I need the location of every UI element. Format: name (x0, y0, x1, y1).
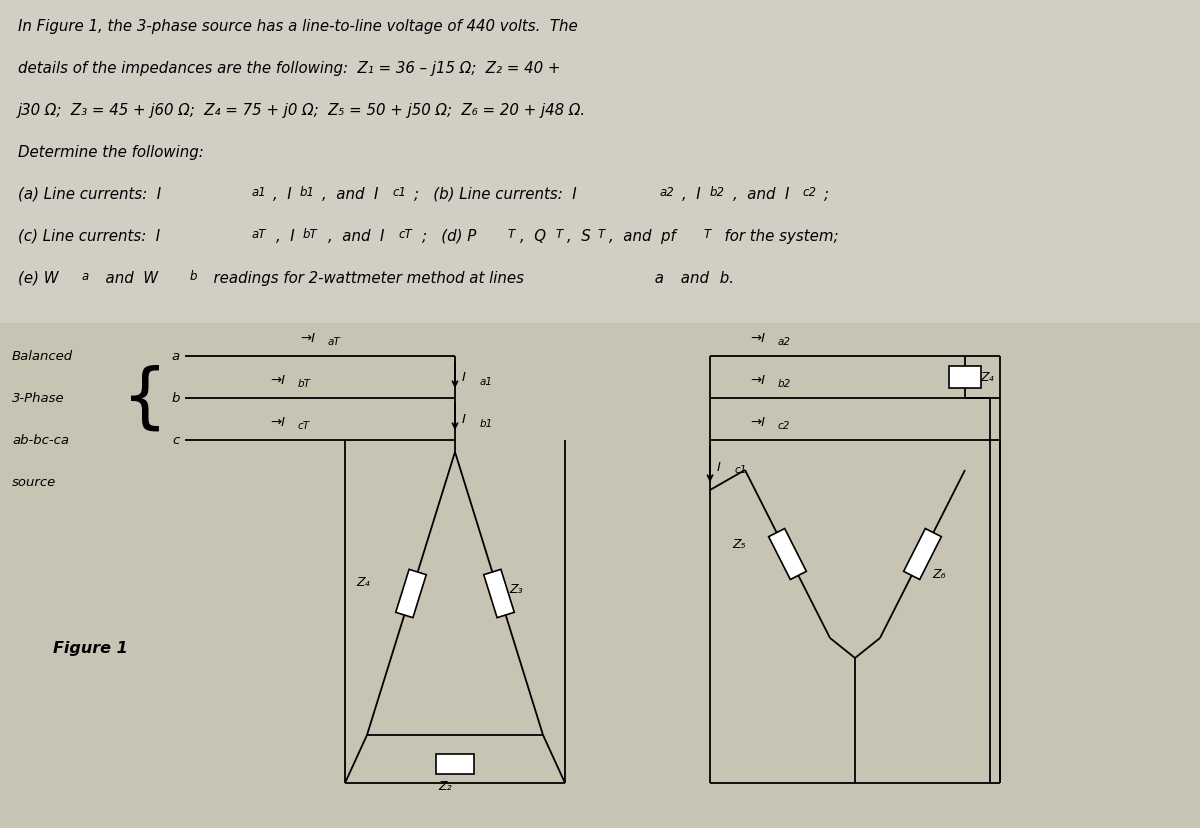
Text: (a) Line currents:  I: (a) Line currents: I (18, 187, 161, 202)
Text: b1: b1 (480, 418, 493, 428)
Text: (c) Line currents:  I: (c) Line currents: I (18, 229, 160, 243)
Text: T: T (554, 228, 562, 241)
Text: b1: b1 (300, 185, 314, 199)
Text: Z₆: Z₆ (932, 568, 946, 580)
Text: b: b (190, 270, 198, 282)
Text: Figure 1: Figure 1 (53, 641, 127, 656)
Text: source: source (12, 476, 56, 489)
Text: for the system;: for the system; (715, 229, 839, 243)
Text: ,  I: , I (682, 187, 701, 202)
Text: a1: a1 (480, 377, 493, 387)
Text: details of the impedances are the following:  Z₁ = 36 – j15 Ω;  Z₂ = 40 +: details of the impedances are the follow… (18, 61, 560, 76)
Text: ;   (d) P: ; (d) P (422, 229, 476, 243)
Text: c1: c1 (734, 465, 748, 474)
Bar (0, 0, 1200, 324)
Text: b2: b2 (710, 185, 725, 199)
Text: a1: a1 (252, 185, 266, 199)
Text: T: T (598, 228, 604, 241)
Text: a: a (82, 270, 89, 282)
Text: Z₂: Z₂ (438, 779, 452, 792)
Text: cT: cT (298, 421, 310, 431)
Text: I: I (462, 413, 466, 426)
Text: →I: →I (270, 374, 286, 387)
Text: In Figure 1, the 3-phase source has a line-to-line voltage of 440 volts.  The: In Figure 1, the 3-phase source has a li… (18, 19, 577, 34)
FancyBboxPatch shape (436, 754, 474, 774)
Text: 3-Phase: 3-Phase (12, 392, 65, 405)
Text: →I: →I (750, 332, 766, 345)
Text: aT: aT (252, 228, 266, 241)
Text: ,  and  pf: , and pf (610, 229, 676, 243)
Bar (0, 324, 1200, 828)
Text: a: a (650, 271, 664, 286)
Text: →I: →I (270, 416, 286, 429)
Text: ,  and  I: , and I (328, 229, 384, 243)
Text: Z₃: Z₃ (509, 582, 523, 595)
Text: Z₅: Z₅ (732, 538, 746, 551)
Text: a: a (172, 350, 180, 363)
Text: c2: c2 (778, 421, 791, 431)
Text: →I: →I (750, 416, 766, 429)
Text: b: b (172, 392, 180, 405)
Text: b2: b2 (778, 378, 791, 388)
Text: ,  and  I: , and I (733, 187, 790, 202)
FancyBboxPatch shape (484, 570, 515, 618)
FancyBboxPatch shape (396, 570, 426, 618)
Text: T: T (703, 228, 710, 241)
Text: →I: →I (300, 332, 314, 345)
Text: a2: a2 (778, 337, 791, 347)
Text: a2: a2 (660, 185, 674, 199)
Text: cT: cT (398, 228, 412, 241)
Text: {: { (122, 364, 168, 433)
Text: readings for 2-wattmeter method at lines: readings for 2-wattmeter method at lines (204, 271, 524, 286)
Text: b.: b. (715, 271, 734, 286)
Text: (e) W: (e) W (18, 271, 59, 286)
Text: ,  S: , S (568, 229, 590, 243)
Text: aT: aT (328, 337, 341, 347)
FancyBboxPatch shape (904, 529, 941, 580)
Text: bT: bT (302, 228, 318, 241)
Text: T: T (508, 228, 515, 241)
Text: j30 Ω;  Z₃ = 45 + j60 Ω;  Z₄ = 75 + j0 Ω;  Z₅ = 50 + j50 Ω;  Z₆ = 20 + j48 Ω.: j30 Ω; Z₃ = 45 + j60 Ω; Z₄ = 75 + j0 Ω; … (18, 103, 586, 118)
Text: c2: c2 (802, 185, 816, 199)
Text: I: I (718, 461, 721, 474)
Text: ,  Q: , Q (520, 229, 546, 243)
Text: Balanced: Balanced (12, 350, 73, 363)
Text: ab-bc-ca: ab-bc-ca (12, 434, 70, 447)
Text: c1: c1 (392, 185, 406, 199)
Text: →I: →I (750, 374, 766, 387)
Text: ,  I: , I (276, 229, 295, 243)
Text: ,  I: , I (274, 187, 292, 202)
Text: and  W: and W (96, 271, 158, 286)
Text: I: I (462, 371, 466, 384)
Text: and: and (676, 271, 709, 286)
Text: bT: bT (298, 378, 311, 388)
Text: Determine the following:: Determine the following: (18, 145, 204, 160)
Text: Z₄: Z₄ (980, 371, 994, 384)
Text: Z₄: Z₄ (356, 575, 370, 588)
Text: c: c (173, 434, 180, 447)
FancyBboxPatch shape (769, 529, 806, 580)
Text: ,  and  I: , and I (322, 187, 378, 202)
Text: ;: ; (824, 187, 829, 202)
Text: ;   (b) Line currents:  I: ; (b) Line currents: I (414, 187, 577, 202)
FancyBboxPatch shape (949, 367, 982, 388)
